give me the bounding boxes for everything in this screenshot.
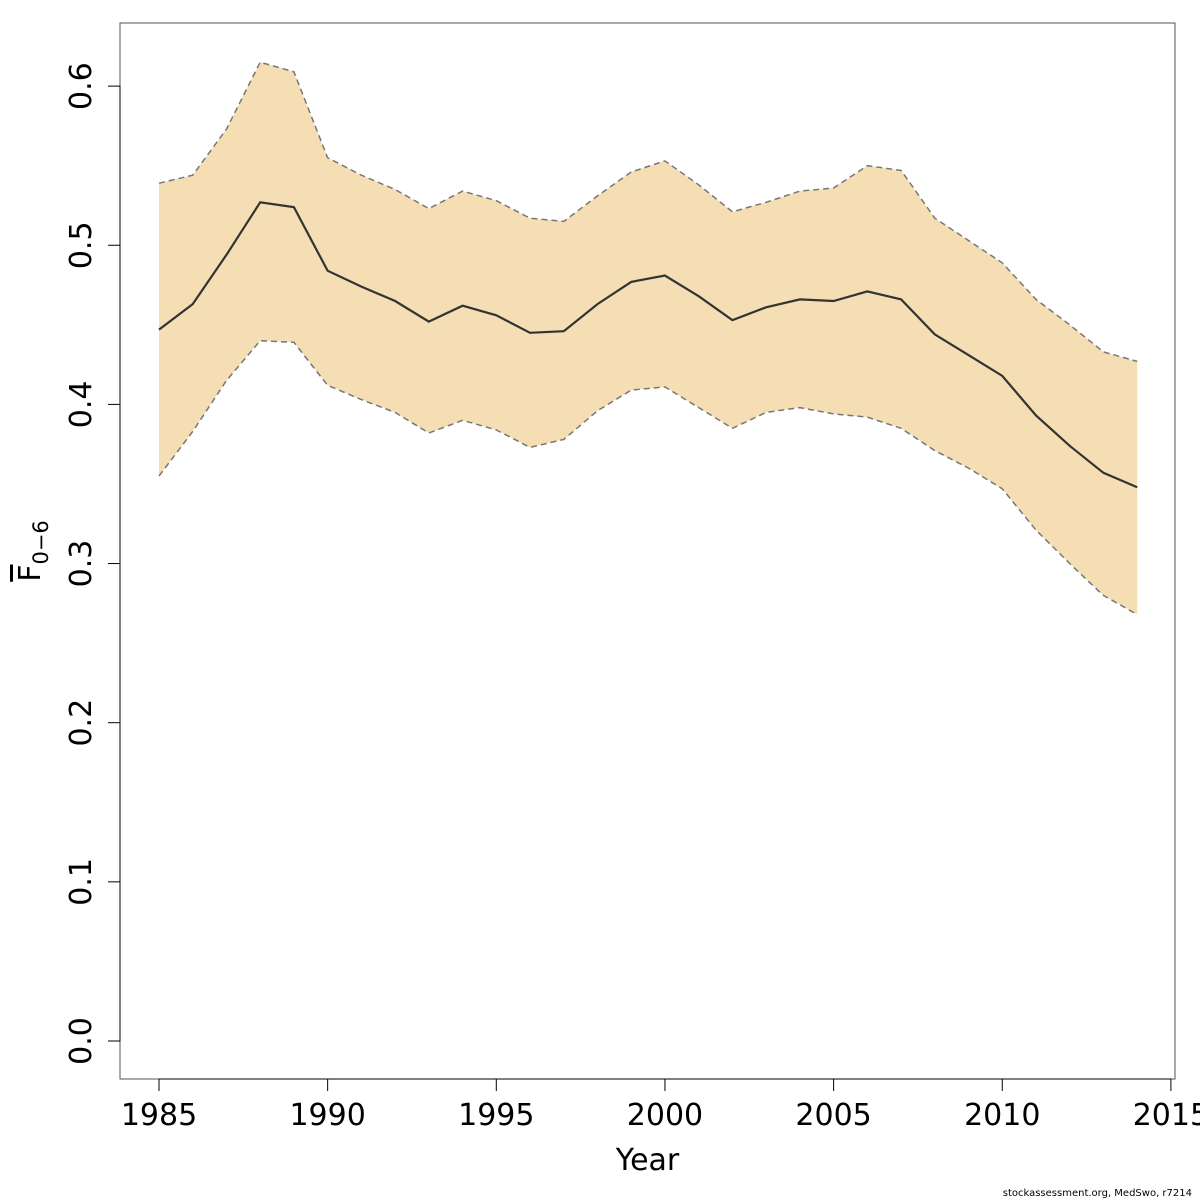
y-axis-title-subscript: 0−6 xyxy=(29,520,53,564)
y-axis-ticks: 0.0 0.1 0.2 0.3 0.4 0.5 0.6 xyxy=(64,62,120,1065)
y-tick-label: 0.0 xyxy=(64,1017,99,1065)
x-tick-label: 1990 xyxy=(289,1098,365,1133)
series-line-layer xyxy=(158,61,1138,616)
x-axis-title: Year xyxy=(615,1143,680,1178)
x-tick-label: 2010 xyxy=(964,1098,1040,1133)
y-tick-label: 0.1 xyxy=(64,858,99,906)
upper-bound-line xyxy=(158,61,1138,363)
footer-credit: stockassessment.org, MedSwo, r7214 xyxy=(1003,1188,1192,1199)
y-axis-title-main: F xyxy=(13,565,48,582)
x-tick-label: 1985 xyxy=(121,1098,197,1133)
x-tick-label: 2000 xyxy=(627,1098,703,1133)
confidence-band xyxy=(159,62,1138,615)
svg-text:F0−6: F0−6 xyxy=(13,520,53,582)
confidence-band-layer xyxy=(159,62,1138,615)
lower-bound-line xyxy=(158,339,1138,616)
y-tick-label: 0.5 xyxy=(64,221,99,269)
y-tick-label: 0.3 xyxy=(64,540,99,588)
y-tick-label: 0.4 xyxy=(64,381,99,429)
y-tick-label: 0.2 xyxy=(64,699,99,747)
estimate-line xyxy=(158,201,1138,489)
x-axis-ticks: 1985 1990 1995 2000 2005 2010 2015 xyxy=(121,1079,1200,1133)
y-axis-title: F0−6 xyxy=(13,520,53,582)
x-tick-label: 2005 xyxy=(795,1098,871,1133)
x-tick-label: 1995 xyxy=(458,1098,534,1133)
x-tick-label: 2015 xyxy=(1133,1098,1200,1133)
y-tick-label: 0.6 xyxy=(64,62,99,110)
